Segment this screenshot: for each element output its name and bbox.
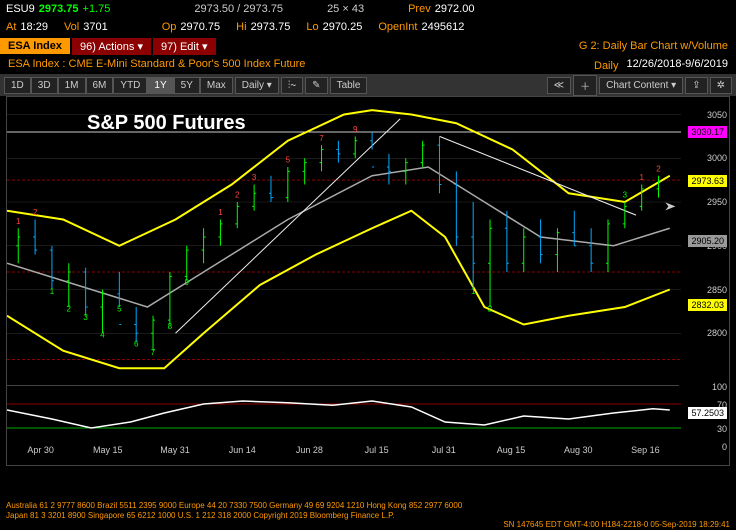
y-tick: 2850 bbox=[707, 285, 727, 295]
vol-value: 3701 bbox=[83, 21, 107, 33]
x-tick: May 15 bbox=[74, 445, 141, 465]
svg-text:2: 2 bbox=[488, 304, 493, 313]
openint-value: 2495612 bbox=[421, 21, 464, 33]
add-data-icon[interactable]: ＋ bbox=[573, 75, 597, 96]
actions-button[interactable]: 96) Actions ▾ bbox=[72, 38, 151, 55]
openint-label: OpenInt bbox=[378, 21, 417, 33]
settings-icon[interactable]: ✲ bbox=[710, 77, 732, 94]
svg-text:9: 9 bbox=[353, 125, 358, 134]
y-tick: 2800 bbox=[707, 328, 727, 338]
share-icon[interactable]: ⇪ bbox=[685, 77, 707, 94]
oscillator-chart[interactable] bbox=[7, 385, 679, 445]
svg-text:1: 1 bbox=[471, 287, 476, 296]
osc-y-tick: 0 bbox=[722, 442, 727, 452]
svg-text:8: 8 bbox=[168, 322, 173, 331]
svg-text:2: 2 bbox=[235, 191, 240, 200]
lo-label: Lo bbox=[306, 21, 318, 33]
svg-text:3: 3 bbox=[623, 191, 628, 200]
bid-ask: 2973.50 / 2973.75 bbox=[194, 3, 283, 15]
chart-content-button[interactable]: Chart Content ▾ bbox=[599, 77, 683, 94]
osc-y-tick: 30 bbox=[717, 424, 727, 434]
prev-value: 2972.00 bbox=[435, 3, 475, 15]
period-3D[interactable]: 3D bbox=[31, 77, 58, 94]
prev-label: Prev bbox=[408, 3, 431, 15]
svg-text:1: 1 bbox=[16, 217, 21, 226]
hi-label: Hi bbox=[236, 21, 246, 33]
svg-text:3: 3 bbox=[83, 313, 88, 322]
footer-ticker: Australia 61 2 9777 8600 Brazil 5511 239… bbox=[6, 501, 730, 530]
spacer bbox=[216, 44, 571, 48]
y-tick: 3050 bbox=[707, 110, 727, 120]
osc-current: 57.2503 bbox=[688, 407, 727, 419]
svg-text:4: 4 bbox=[100, 331, 105, 340]
x-tick: Jul 15 bbox=[343, 445, 410, 465]
period-Max[interactable]: Max bbox=[200, 77, 233, 94]
svg-text:9: 9 bbox=[185, 278, 190, 287]
edit-button[interactable]: 97) Edit ▾ bbox=[153, 38, 216, 55]
svg-text:1: 1 bbox=[639, 173, 644, 182]
main-price-chart[interactable]: 1 2 1 2 3 4 5 6 7 8 9 1 2 3 5 7 9 1 2 3 1 2 S&P 500 Futures bbox=[7, 97, 679, 377]
freq-dropdown[interactable]: Daily ▾ bbox=[235, 77, 279, 94]
price-marker: 2905.20 bbox=[688, 235, 727, 247]
x-tick: Aug 30 bbox=[545, 445, 612, 465]
period-1M[interactable]: 1M bbox=[58, 77, 86, 94]
chart-type-icon[interactable]: ⫶∼ bbox=[281, 77, 303, 94]
svg-text:5: 5 bbox=[286, 156, 291, 165]
op-value: 2970.75 bbox=[180, 21, 220, 33]
date-range: 12/26/2018-9/6/2019 bbox=[626, 58, 728, 72]
x-tick: Apr 30 bbox=[7, 445, 74, 465]
x-axis: Apr 30May 15May 31Jun 14Jun 28Jul 15Jul … bbox=[7, 445, 679, 465]
period-label: Daily bbox=[586, 58, 626, 72]
last-price: 2973.75 bbox=[39, 3, 79, 15]
period-1Y[interactable]: 1Y bbox=[147, 77, 173, 94]
period-1D[interactable]: 1D bbox=[4, 77, 31, 94]
chart-container[interactable]: 1 2 1 2 3 4 5 6 7 8 9 1 2 3 5 7 9 1 2 3 1 2 S&P 500 Futures 2… bbox=[6, 96, 730, 466]
svg-text:7: 7 bbox=[151, 348, 156, 357]
svg-text:2: 2 bbox=[67, 304, 72, 313]
period-6M[interactable]: 6M bbox=[86, 77, 114, 94]
x-tick: Jun 14 bbox=[209, 445, 276, 465]
svg-text:2: 2 bbox=[656, 164, 661, 173]
y-tick: 3000 bbox=[707, 153, 727, 163]
table-button[interactable]: Table bbox=[330, 77, 368, 94]
index-name-box: ESA Index bbox=[0, 38, 70, 54]
time-label: At bbox=[6, 21, 16, 33]
size: 25 × 43 bbox=[327, 3, 364, 15]
symbol: ESU9 bbox=[6, 3, 35, 15]
x-tick: Sep 16 bbox=[612, 445, 679, 465]
svg-text:6: 6 bbox=[134, 339, 139, 348]
x-tick: Aug 15 bbox=[477, 445, 544, 465]
y-tick: 2950 bbox=[707, 197, 727, 207]
op-label: Op bbox=[162, 21, 177, 33]
svg-text:5: 5 bbox=[117, 304, 122, 313]
draw-icon[interactable]: ✎ bbox=[305, 77, 327, 94]
price-marker: 3030.17 bbox=[688, 126, 727, 138]
time-value: 18:29 bbox=[20, 21, 48, 33]
period-5Y[interactable]: 5Y bbox=[174, 77, 200, 94]
period-YTD[interactable]: YTD bbox=[113, 77, 147, 94]
hi-value: 2973.75 bbox=[251, 21, 291, 33]
svg-text:7: 7 bbox=[319, 134, 324, 143]
x-tick: May 31 bbox=[141, 445, 208, 465]
change: +1.75 bbox=[83, 3, 111, 15]
svg-text:1: 1 bbox=[50, 287, 55, 296]
lo-value: 2970.25 bbox=[323, 21, 363, 33]
back-icon[interactable]: ≪ bbox=[547, 77, 571, 94]
chart-title-label: G 2: Daily Bar Chart w/Volume bbox=[571, 38, 736, 54]
svg-text:1: 1 bbox=[218, 208, 223, 217]
vol-label: Vol bbox=[64, 21, 79, 33]
x-tick: Jun 28 bbox=[276, 445, 343, 465]
chart-overlay-title: S&P 500 Futures bbox=[87, 112, 246, 135]
x-tick: Jul 31 bbox=[410, 445, 477, 465]
svg-text:2: 2 bbox=[33, 208, 38, 217]
price-marker: 2832.03 bbox=[688, 299, 727, 311]
price-marker: 2973.63 bbox=[688, 175, 727, 187]
svg-text:3: 3 bbox=[252, 173, 257, 182]
toolbar: 1D3D1M6MYTD1Y5YMax Daily ▾ ⫶∼ ✎ Table ≪ … bbox=[0, 74, 736, 96]
osc-y-tick: 100 bbox=[712, 382, 727, 392]
instrument-description: ESA Index : CME E-Mini Standard & Poor's… bbox=[8, 58, 305, 72]
